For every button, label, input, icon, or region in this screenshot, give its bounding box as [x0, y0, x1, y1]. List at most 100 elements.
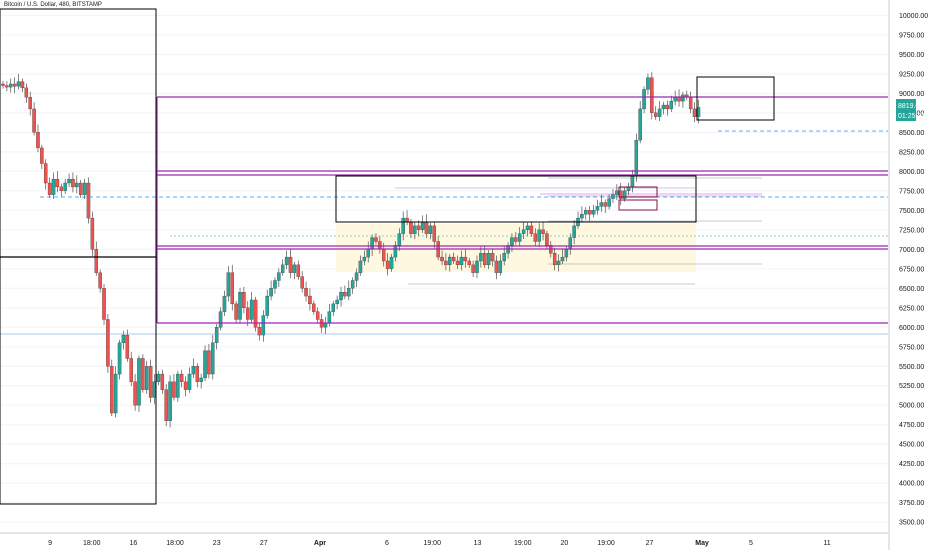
time-tick-label: 20	[561, 540, 569, 547]
candle-body	[653, 112, 658, 117]
candle-body	[339, 292, 343, 301]
price-tick-label: 8500.00	[899, 130, 924, 137]
candle-body	[315, 311, 320, 320]
candle-body	[475, 260, 479, 273]
candle-body	[249, 299, 254, 320]
price-tick-label: 8250.00	[899, 149, 924, 156]
candle-body	[59, 186, 64, 191]
time-tick-label: 23	[213, 540, 221, 547]
candle-body	[168, 381, 172, 421]
candle-body	[323, 323, 328, 328]
range-box	[618, 186, 658, 198]
candle-body	[432, 225, 437, 242]
candle-body	[117, 342, 122, 375]
candle-body	[595, 206, 600, 211]
candle-body	[214, 327, 219, 344]
candle-body	[78, 182, 83, 195]
candle-body	[681, 94, 685, 102]
price-badge-price: 8819.08	[898, 103, 923, 110]
candle-body	[86, 182, 91, 219]
time-tick-label: 16	[129, 540, 137, 547]
candle-body	[24, 87, 29, 98]
candle-body	[661, 104, 666, 110]
price-tick-label: 9500.00	[899, 52, 924, 59]
candle-body	[242, 292, 246, 308]
price-axis: 10000.009750.009500.009250.009000.008750…	[888, 0, 928, 550]
candle-body	[273, 280, 277, 289]
candle-body	[502, 253, 506, 262]
candle-body	[657, 108, 662, 117]
candle-body	[424, 221, 429, 234]
candle-body	[444, 260, 448, 266]
candle-body	[269, 288, 273, 297]
candle-body	[300, 276, 304, 289]
candle-body	[642, 89, 646, 110]
candle-body	[587, 210, 592, 215]
candle-body	[413, 225, 417, 234]
candle-body	[459, 256, 464, 266]
price-tick-label: 4000.00	[899, 481, 924, 488]
candle-body	[47, 182, 52, 195]
candle-body	[121, 334, 126, 344]
candle-body	[673, 97, 677, 102]
price-tick-label: 7750.00	[899, 188, 924, 195]
time-tick-label: 19:00	[514, 540, 532, 547]
candle-body	[238, 292, 242, 320]
candle-body	[172, 381, 176, 398]
candle-body	[156, 373, 161, 382]
price-tick-label: 5750.00	[899, 344, 924, 351]
time-tick-label: 13	[474, 540, 482, 547]
candle-body	[63, 182, 67, 191]
candle-body	[634, 139, 639, 176]
candle-body	[451, 256, 456, 262]
price-tick-label: 7250.00	[899, 227, 924, 234]
candle-body	[378, 241, 382, 250]
price-badge-countdown: 01:25:31	[898, 113, 925, 120]
candle-body	[498, 260, 503, 273]
candle-body	[552, 253, 557, 266]
price-tick-label: 9250.00	[899, 71, 924, 78]
price-tick-label: 6250.00	[899, 305, 924, 312]
price-tick-label: 9000.00	[899, 91, 924, 98]
candle-body	[510, 237, 514, 246]
candle-body	[463, 256, 468, 262]
candle-body	[234, 303, 238, 320]
candle-body	[253, 299, 258, 328]
candle-body	[688, 97, 693, 110]
candle-body	[374, 237, 378, 242]
candle-body	[393, 245, 398, 258]
candle-body	[483, 253, 487, 266]
range-box	[618, 199, 658, 211]
candle-body	[416, 225, 421, 230]
candle-body	[335, 299, 339, 305]
candle-body	[199, 377, 203, 382]
candle-body	[265, 295, 269, 316]
candle-body	[179, 373, 184, 382]
chart-title: Bitcoin / U.S. Dollar, 480, BITSTAMP	[4, 2, 102, 8]
price-tick-label: 7000.00	[899, 247, 924, 254]
price-tick-label: 6750.00	[899, 266, 924, 273]
candle-body	[195, 366, 200, 382]
candle-body	[514, 237, 518, 242]
candle-body	[94, 249, 98, 273]
candle-body	[615, 190, 619, 195]
time-tick-label: 27	[260, 540, 268, 547]
candle-body	[98, 272, 102, 289]
candle-body	[277, 272, 281, 281]
candle-body	[382, 249, 386, 262]
candle-body	[90, 217, 95, 250]
candle-body	[191, 366, 196, 375]
candle-body	[343, 292, 347, 297]
candle-body	[160, 373, 165, 390]
candle-body	[40, 147, 44, 164]
price-tick-label: 8000.00	[899, 169, 924, 176]
candle-body	[638, 108, 642, 141]
price-tick-label: 5000.00	[899, 403, 924, 410]
candle-body	[20, 81, 25, 89]
candle-body	[32, 108, 36, 133]
candle-body	[183, 381, 188, 390]
candle-body	[51, 178, 56, 195]
candle-body	[521, 229, 526, 234]
price-tick-label: 10000.00	[899, 13, 928, 20]
